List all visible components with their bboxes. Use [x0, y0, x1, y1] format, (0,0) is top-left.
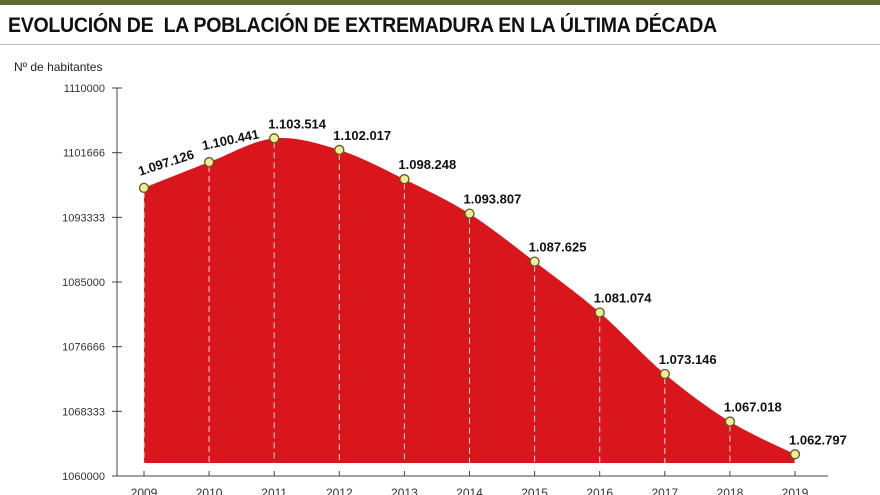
- data-point-2015: [529, 256, 540, 267]
- data-point-2016: [594, 307, 605, 318]
- data-point-2013: [399, 174, 410, 185]
- x-tick-label: 2009: [131, 486, 158, 495]
- x-tick-label: 2014: [456, 486, 483, 495]
- y-tick-label: 1068333: [62, 406, 105, 418]
- data-point-2010: [203, 157, 215, 168]
- data-label-2013: 1.098.248: [398, 157, 456, 172]
- data-label-2011: 1.103.514: [268, 116, 327, 131]
- x-tick-label: 2019: [782, 486, 809, 495]
- data-label-2015: 1.087.625: [529, 240, 587, 255]
- y-tick-label: 1101666: [63, 148, 105, 160]
- x-tick-label: 2011: [261, 486, 287, 495]
- data-point-2014: [464, 208, 475, 219]
- y-axis-label: Nº de habitantes: [14, 60, 103, 74]
- data-point-2012: [334, 144, 345, 156]
- x-tick-label: 2013: [391, 486, 418, 495]
- y-tick-label: 1085000: [62, 277, 105, 289]
- top-accent-bar: [0, 0, 880, 5]
- x-tick-label: 2015: [521, 486, 548, 495]
- data-point-2018: [724, 416, 736, 427]
- x-tick-label: 2018: [717, 486, 744, 495]
- data-point-2009: [138, 182, 150, 194]
- data-point-2011: [269, 133, 280, 144]
- x-tick-label: 2017: [651, 486, 678, 495]
- chart-title: EVOLUCIÓN DE LA POBLACIÓN DE EXTREMADURA…: [8, 14, 717, 37]
- y-tick-label: 1093333: [62, 212, 105, 224]
- data-label-2019: 1.062.797: [789, 432, 847, 447]
- data-point-2017: [659, 368, 670, 380]
- data-point-2019: [789, 449, 801, 460]
- data-label-2018: 1.067.018: [724, 400, 782, 415]
- x-tick-label: 2012: [326, 486, 353, 495]
- y-tick-label: 1110000: [64, 83, 105, 95]
- y-tick-label: 1060000: [62, 471, 105, 483]
- y-tick-label: 1076666: [62, 342, 105, 354]
- data-label-2012: 1.102.017: [333, 128, 391, 143]
- x-tick-label: 2010: [196, 486, 223, 495]
- data-label-2014: 1.093.807: [464, 192, 522, 207]
- data-label-2016: 1.081.074: [594, 290, 653, 305]
- data-label-2017: 1.073.146: [659, 352, 717, 367]
- x-tick-label: 2016: [586, 486, 613, 495]
- title-divider: [0, 44, 880, 45]
